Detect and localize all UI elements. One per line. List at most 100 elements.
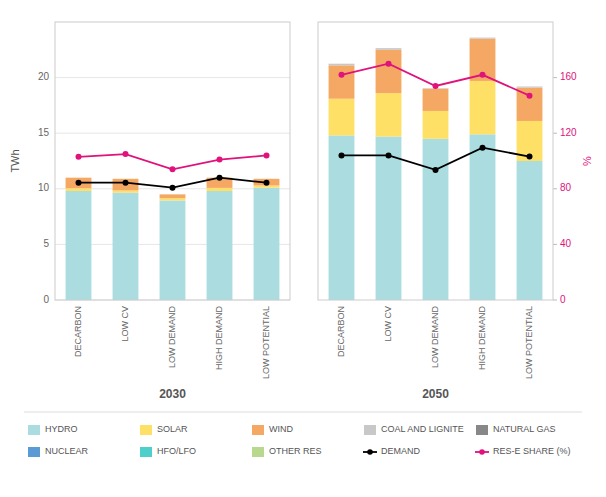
bar-segment	[376, 50, 402, 93]
y-tick-label: 5	[43, 238, 49, 249]
chart-root: 05101520TWhDECARBONLOW CVLOW DEMANDHIGH …	[0, 0, 606, 497]
legend-item: SOLAR	[140, 424, 188, 435]
x-tick-label: LOW CV	[383, 306, 393, 342]
bar-segment	[160, 194, 186, 198]
bar-segment	[160, 194, 186, 195]
legend-swatch	[476, 425, 488, 435]
line-point	[386, 152, 392, 158]
bar-segment	[207, 191, 233, 300]
bar-segment	[66, 191, 92, 300]
y2-tick	[553, 244, 557, 245]
bar-segment	[517, 86, 543, 87]
marks	[329, 38, 543, 300]
bar-segment	[470, 37, 496, 38]
legend-label: HYDRO	[45, 424, 78, 434]
bar-segment	[254, 188, 280, 300]
bar-segment	[66, 177, 92, 178]
line-point	[433, 83, 439, 89]
legend-item: WIND	[252, 424, 293, 435]
bar-segment	[113, 193, 139, 300]
legend-label: NUCLEAR	[45, 446, 89, 456]
bar-segment	[517, 161, 543, 300]
y2-tick-label: 120	[560, 127, 577, 138]
bar-segment	[254, 178, 280, 179]
bar-segment	[113, 178, 139, 179]
bar-segment	[66, 177, 92, 178]
bar-segment	[329, 63, 355, 64]
bar-segment	[113, 178, 139, 179]
bar-segment	[254, 185, 280, 187]
y2-tick-label: 40	[560, 238, 572, 249]
line-point	[264, 152, 270, 158]
bar-segment	[113, 190, 139, 192]
line	[342, 64, 530, 96]
bar-segment	[517, 86, 543, 87]
y-tick-label: 15	[38, 127, 50, 138]
bar-segment	[329, 64, 355, 66]
grid-line	[55, 77, 290, 78]
legend-label: RES-E SHARE (%)	[493, 446, 571, 456]
legend-swatch	[28, 447, 40, 457]
bar-segment	[376, 48, 402, 50]
bar-segment	[254, 178, 280, 179]
bar-segment	[423, 89, 449, 111]
bar-segment	[470, 81, 496, 134]
bar-segment	[470, 38, 496, 39]
line-point	[76, 154, 82, 160]
y2-tick-label: 0	[560, 294, 566, 305]
bar-segment	[329, 135, 355, 300]
bar-segment	[470, 134, 496, 300]
legend-swatch	[140, 425, 152, 435]
legend-label: WIND	[269, 424, 293, 434]
legend-swatch	[252, 447, 264, 457]
line-point	[170, 166, 176, 172]
bar-segment	[423, 111, 449, 139]
bar-segment	[160, 194, 186, 195]
x-tick-label: LOW DEMAND	[430, 306, 440, 369]
line-point	[217, 175, 223, 181]
y2-tick	[553, 188, 557, 189]
bar-segment	[329, 63, 355, 64]
bar-segment	[470, 37, 496, 38]
panel: 05101520TWhDECARBONLOW CVLOW DEMANDHIGH …	[9, 22, 290, 401]
legend-label: COAL AND LIGNITE	[381, 424, 464, 434]
bar-segment	[66, 177, 92, 178]
x-tick-label: LOW POTENTIAL	[261, 306, 271, 379]
panel: 04080120160%DECARBONLOW CVLOW DEMANDHIGH…	[318, 22, 593, 401]
plot-frame	[55, 22, 290, 300]
panel-title: 2030	[159, 387, 186, 401]
legend-label: SOLAR	[157, 424, 188, 434]
legend-item: NATURAL GAS	[476, 424, 556, 435]
legend-item: RES-E SHARE (%)	[475, 446, 571, 456]
x-tick-label: HIGH DEMAND	[214, 306, 224, 371]
legend-item: HYDRO	[28, 424, 78, 435]
y-tick-label: 10	[38, 182, 50, 193]
legend-item: OTHER RES	[252, 446, 322, 457]
bar-segment	[376, 48, 402, 49]
legend-label: HFO/LFO	[157, 446, 196, 456]
y2-tick	[553, 300, 557, 301]
bar-segment	[160, 200, 186, 300]
line-point	[480, 72, 486, 78]
bar-segment	[160, 194, 186, 195]
bar-segment	[254, 178, 280, 179]
bar-segment	[160, 194, 186, 195]
bar-segment	[160, 198, 186, 200]
legend-item: DEMAND	[363, 446, 421, 456]
line-point	[480, 145, 486, 151]
bar-segment	[376, 48, 402, 49]
line-point	[170, 185, 176, 191]
bar-segment	[470, 39, 496, 81]
line-point	[433, 167, 439, 173]
grid-line	[55, 133, 290, 134]
line-point	[76, 180, 82, 186]
bar-segment	[423, 139, 449, 300]
legend-item: HFO/LFO	[140, 446, 196, 457]
y2-tick	[553, 77, 557, 78]
bar-segment	[376, 93, 402, 136]
x-tick-label: LOW CV	[120, 306, 130, 342]
line-point	[386, 61, 392, 67]
legend-swatch	[28, 425, 40, 435]
bar-segment	[113, 179, 139, 191]
bar-segment	[329, 65, 355, 98]
